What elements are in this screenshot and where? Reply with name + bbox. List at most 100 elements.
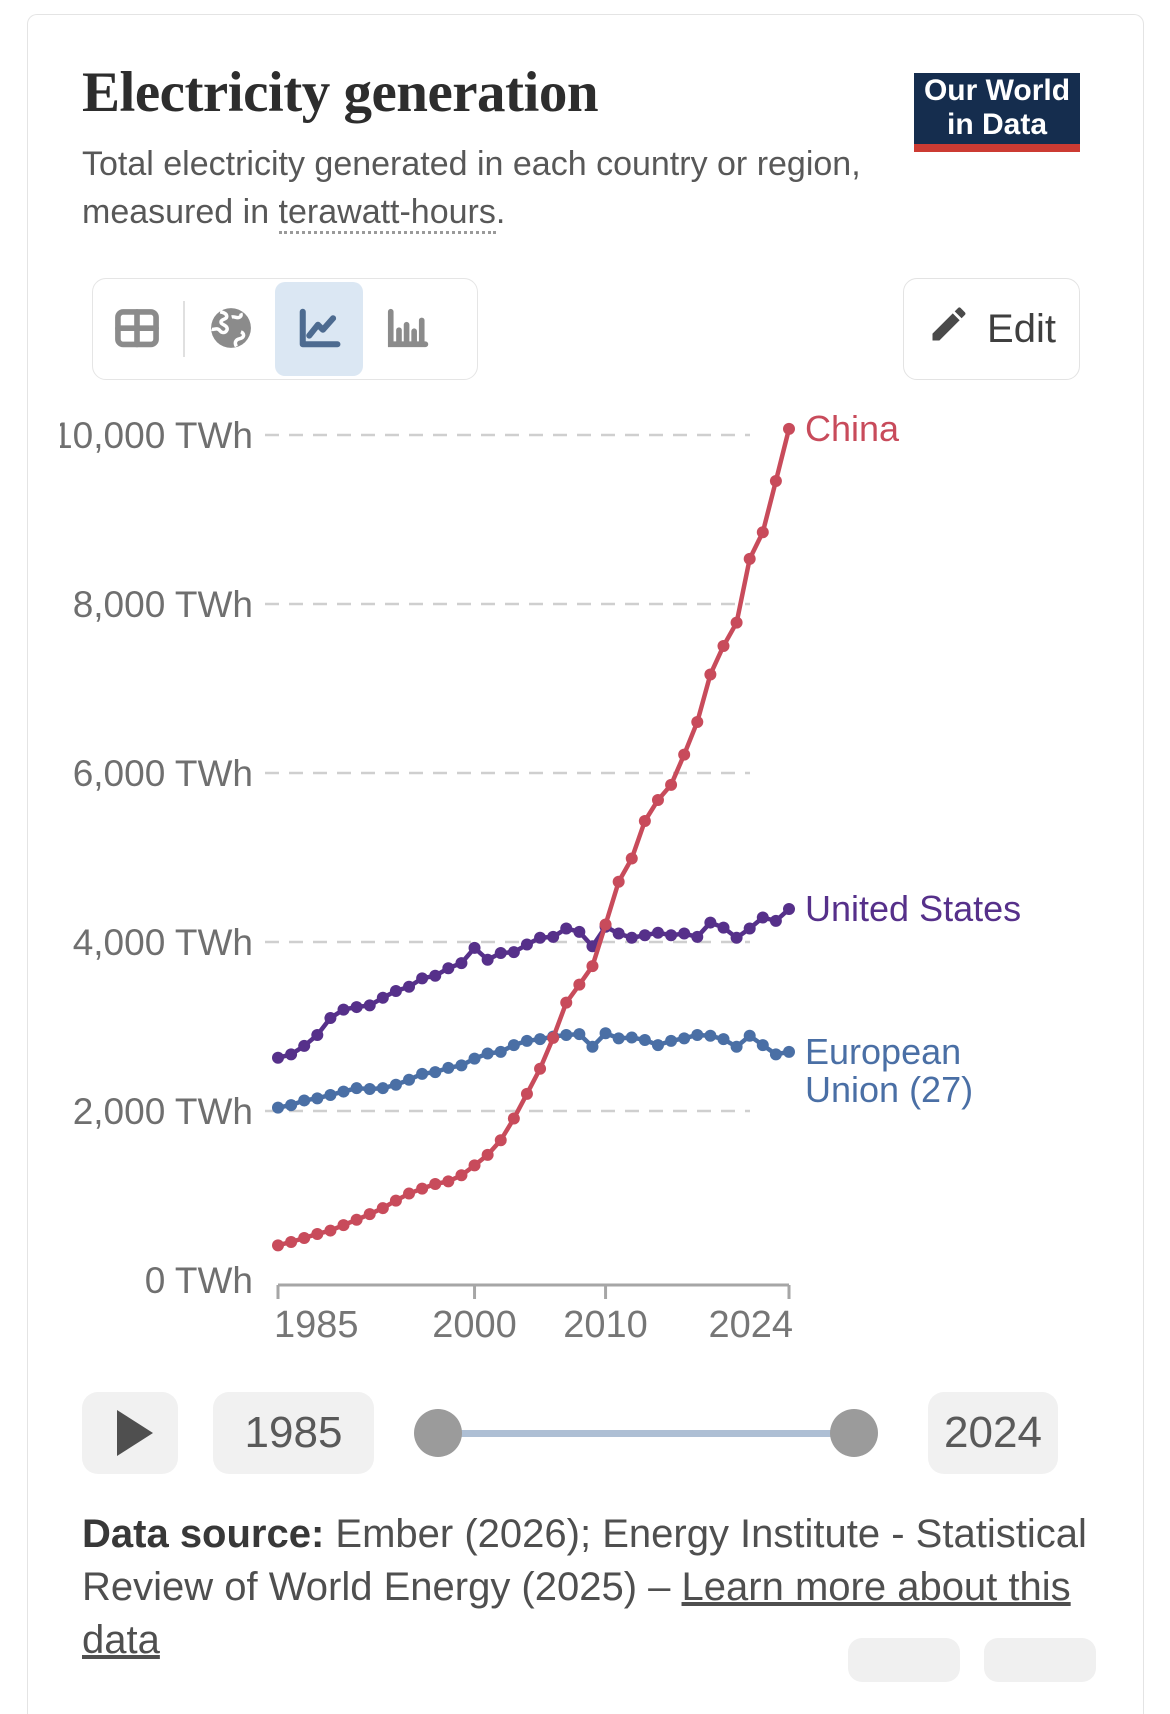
series-point-united-states[interactable]: [560, 922, 573, 935]
series-point-european-union-27[interactable]: [324, 1088, 337, 1101]
series-point-china[interactable]: [783, 422, 795, 435]
series-point-united-states[interactable]: [520, 938, 533, 951]
series-point-united-states[interactable]: [350, 1001, 363, 1014]
slider-handle-start[interactable]: [414, 1409, 462, 1457]
series-point-european-union-27[interactable]: [468, 1052, 481, 1065]
series-point-united-states[interactable]: [756, 911, 769, 924]
series-point-china[interactable]: [651, 794, 664, 807]
series-point-china[interactable]: [573, 978, 586, 991]
series-line-european-union-27[interactable]: [275, 1031, 792, 1110]
series-point-european-union-27[interactable]: [494, 1045, 507, 1058]
series-point-china[interactable]: [337, 1219, 350, 1232]
series-point-united-states[interactable]: [651, 926, 664, 939]
series-point-european-union-27[interactable]: [520, 1034, 533, 1047]
series-point-china[interactable]: [717, 639, 730, 652]
series-point-european-union-27[interactable]: [730, 1040, 743, 1053]
series-point-united-states[interactable]: [534, 931, 547, 944]
series-point-european-union-27[interactable]: [376, 1082, 389, 1095]
series-point-china[interactable]: [350, 1213, 363, 1226]
series-point-european-union-27[interactable]: [638, 1034, 651, 1047]
series-point-united-states[interactable]: [612, 927, 625, 940]
series-point-european-union-27[interactable]: [612, 1032, 625, 1045]
series-point-european-union-27[interactable]: [337, 1085, 350, 1098]
series-point-china[interactable]: [403, 1187, 416, 1200]
series-point-china[interactable]: [389, 1194, 402, 1207]
series-point-european-union-27[interactable]: [678, 1032, 691, 1045]
series-point-united-states[interactable]: [507, 946, 520, 959]
series-label-united-states[interactable]: United States: [805, 888, 1021, 929]
timeline-end-year[interactable]: 2024: [928, 1392, 1058, 1474]
series-point-china[interactable]: [534, 1062, 547, 1075]
series-point-european-union-27[interactable]: [403, 1073, 416, 1086]
series-point-european-union-27[interactable]: [691, 1028, 704, 1041]
bar-chart-tab[interactable]: [363, 282, 451, 376]
terawatt-hours-term[interactable]: terawatt-hours: [278, 193, 496, 234]
series-point-united-states[interactable]: [625, 931, 638, 944]
series-point-european-union-27[interactable]: [442, 1061, 455, 1074]
series-point-china[interactable]: [507, 1112, 520, 1125]
series-point-china[interactable]: [298, 1232, 311, 1245]
series-point-china[interactable]: [560, 996, 573, 1009]
slider-track[interactable]: [438, 1430, 854, 1437]
series-point-china[interactable]: [272, 1239, 284, 1252]
series-point-european-union-27[interactable]: [665, 1034, 678, 1047]
series-point-united-states[interactable]: [324, 1012, 337, 1025]
partial-button-2[interactable]: [984, 1638, 1096, 1682]
series-line-china[interactable]: [275, 426, 792, 1248]
series-point-china[interactable]: [756, 526, 769, 539]
series-point-china[interactable]: [678, 748, 691, 761]
series-point-united-states[interactable]: [285, 1048, 298, 1061]
series-point-china[interactable]: [285, 1235, 298, 1248]
series-point-china[interactable]: [311, 1227, 324, 1240]
series-label-china[interactable]: China: [805, 408, 900, 449]
series-label-european-union-27[interactable]: European Union (27): [805, 1031, 973, 1110]
series-point-european-union-27[interactable]: [651, 1039, 664, 1052]
series-point-european-union-27[interactable]: [717, 1033, 730, 1046]
chart-svg[interactable]: 0 TWh 2,000 TWh 4,000 TWh 6,000 TWh 8,000 TW…: [60, 385, 1160, 1360]
series-point-united-states[interactable]: [337, 1003, 350, 1016]
series-point-united-states[interactable]: [730, 931, 743, 944]
series-point-european-union-27[interactable]: [743, 1029, 756, 1042]
series-point-united-states[interactable]: [311, 1028, 324, 1041]
series-point-european-union-27[interactable]: [560, 1028, 573, 1041]
series-point-china[interactable]: [743, 552, 756, 565]
series-line-united-states[interactable]: [275, 906, 792, 1061]
series-point-united-states[interactable]: [783, 903, 795, 916]
series-point-european-union-27[interactable]: [298, 1094, 311, 1107]
series-point-china[interactable]: [520, 1087, 533, 1100]
series-point-european-union-27[interactable]: [704, 1029, 717, 1042]
series-point-united-states[interactable]: [743, 922, 756, 935]
series-point-united-states[interactable]: [573, 925, 586, 938]
series-point-united-states[interactable]: [678, 927, 691, 940]
series-point-united-states[interactable]: [429, 969, 442, 982]
series-point-united-states[interactable]: [638, 929, 651, 942]
series-point-european-union-27[interactable]: [599, 1027, 612, 1040]
series-point-china[interactable]: [586, 960, 599, 973]
series-point-china[interactable]: [455, 1169, 468, 1182]
series-point-china[interactable]: [599, 918, 612, 931]
edit-button[interactable]: Edit: [903, 278, 1080, 380]
series-point-united-states[interactable]: [403, 980, 416, 993]
series-point-united-states[interactable]: [665, 929, 678, 942]
series-point-european-union-27[interactable]: [586, 1040, 599, 1053]
play-button[interactable]: [82, 1392, 178, 1474]
series-point-european-union-27[interactable]: [769, 1048, 782, 1061]
series-point-china[interactable]: [769, 474, 782, 487]
series-point-united-states[interactable]: [298, 1039, 311, 1052]
partial-button-1[interactable]: [848, 1638, 960, 1682]
series-point-china[interactable]: [494, 1134, 507, 1147]
series-point-china[interactable]: [468, 1159, 481, 1172]
map-tab[interactable]: [187, 282, 275, 376]
series-point-china[interactable]: [665, 778, 678, 791]
series-point-european-union-27[interactable]: [534, 1033, 547, 1046]
learn-more-link[interactable]: Learn more about this data: [82, 1565, 1071, 1662]
series-point-china[interactable]: [691, 715, 704, 728]
series-point-united-states[interactable]: [547, 930, 560, 943]
series-point-european-union-27[interactable]: [389, 1078, 402, 1091]
series-point-china[interactable]: [416, 1182, 429, 1195]
series-point-european-union-27[interactable]: [507, 1039, 520, 1052]
series-point-european-union-27[interactable]: [783, 1045, 795, 1058]
line-chart-tab[interactable]: [275, 282, 363, 376]
series-point-european-union-27[interactable]: [272, 1101, 284, 1114]
series-point-china[interactable]: [730, 616, 743, 629]
